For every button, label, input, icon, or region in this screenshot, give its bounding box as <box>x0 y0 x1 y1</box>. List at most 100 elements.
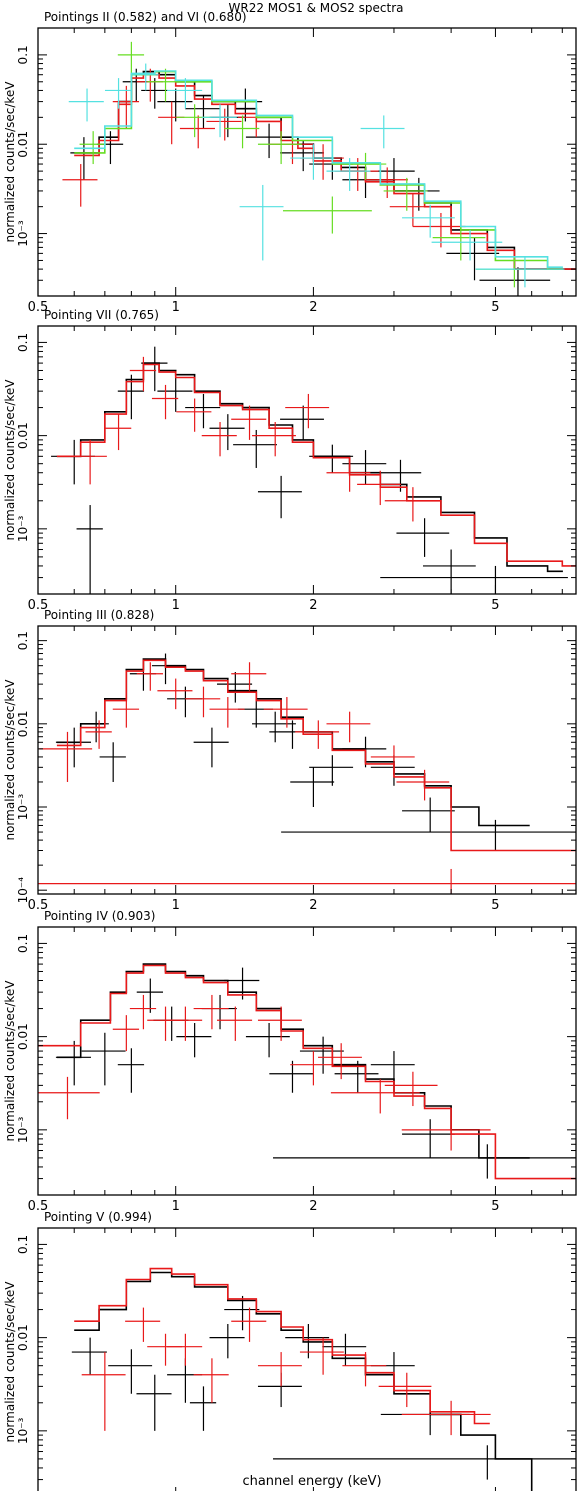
data-point <box>209 414 245 451</box>
data-point <box>231 662 267 691</box>
data-point <box>224 1295 260 1331</box>
data-point <box>384 487 438 522</box>
model-curve <box>56 363 576 567</box>
data-point <box>167 1358 203 1403</box>
data-point <box>237 697 274 728</box>
data-point <box>295 720 340 749</box>
panel-title: Pointing VII (0.765) <box>44 308 159 322</box>
series-1 <box>70 68 576 296</box>
data-point <box>158 101 185 145</box>
data-point <box>136 978 164 1013</box>
data-point <box>185 686 221 718</box>
y-tick-label: 10⁻⁴ <box>16 877 30 904</box>
data-point <box>112 697 140 728</box>
data-point <box>360 115 405 149</box>
data-point <box>282 196 372 234</box>
data-point <box>342 1352 387 1387</box>
data-point <box>136 1374 172 1431</box>
data-point <box>176 1023 212 1058</box>
data-point <box>330 1079 420 1114</box>
y-tick-label: 10⁻³ <box>16 1116 30 1143</box>
data-point <box>396 518 450 557</box>
data-point <box>185 95 221 129</box>
data-point <box>370 745 415 774</box>
data-point <box>309 755 354 786</box>
series-1 <box>55 653 576 851</box>
x-tick-label: 5 <box>491 300 499 315</box>
y-tick-label: 0.1 <box>16 45 30 64</box>
y-tick-label: 10⁻³ <box>16 515 30 542</box>
data-point <box>201 104 237 138</box>
data-point <box>231 405 267 440</box>
data-point <box>112 85 140 129</box>
y-tick-label: 10⁻³ <box>16 220 30 247</box>
model-curve <box>56 362 563 573</box>
model-curve <box>74 1267 490 1425</box>
model-curve <box>56 658 530 827</box>
data-point <box>55 1040 91 1086</box>
data-point <box>285 393 330 429</box>
data-point <box>402 1119 455 1158</box>
x-tick-label: 1 <box>172 898 180 913</box>
data-point <box>157 377 193 412</box>
y-tick-label: 0.1 <box>16 333 30 352</box>
data-point <box>252 422 296 457</box>
plot-area <box>62 41 576 296</box>
plot-frame <box>37 27 577 297</box>
series-2 <box>74 1267 491 1436</box>
data-point <box>193 994 229 1030</box>
model-curve <box>56 963 530 1159</box>
data-point <box>167 1006 203 1041</box>
x-tick-label: 0.5 <box>28 1199 49 1214</box>
data-point <box>290 1051 335 1086</box>
series-2 <box>38 659 576 894</box>
x-tick-label: 2 <box>309 1199 317 1214</box>
data-point <box>147 1333 183 1366</box>
data-point <box>129 356 157 392</box>
data-point <box>206 108 242 141</box>
model-curve <box>56 659 576 852</box>
x-tick-label: 2 <box>309 898 317 913</box>
data-point <box>342 736 387 768</box>
data-point <box>431 229 503 261</box>
data-point <box>71 439 107 485</box>
data-point <box>217 671 253 703</box>
data-point <box>290 767 335 808</box>
data-point <box>280 405 324 440</box>
panel-3: Pointing III (0.828) normalized counts/se… <box>3 608 577 913</box>
data-point <box>209 1324 245 1359</box>
data-point <box>257 1006 302 1041</box>
data-point <box>326 459 371 492</box>
data-point <box>322 1333 367 1366</box>
data-point <box>179 115 215 149</box>
data-point <box>231 1307 267 1342</box>
data-point <box>176 398 212 432</box>
plot-area <box>51 346 576 594</box>
data-point <box>71 1337 107 1375</box>
series-4 <box>68 63 565 288</box>
data-point <box>370 1352 415 1387</box>
data-point <box>117 1048 145 1093</box>
panel-1: Pointings II (0.582) and VI (0.680) norma… <box>3 10 577 315</box>
data-point <box>280 140 324 172</box>
data-point <box>326 711 371 743</box>
series-2 <box>38 964 576 1180</box>
data-point <box>153 1006 189 1041</box>
data-point <box>380 1400 470 1436</box>
data-point <box>290 144 335 180</box>
y-tick-label: 0.01 <box>16 1324 30 1351</box>
y-axis-label: normalized counts/sec/keV <box>3 980 17 1142</box>
data-point <box>62 164 98 207</box>
panel-5: Pointing V (0.994) normalized counts/sec/… <box>3 1210 577 1491</box>
x-tick-label: 0.5 <box>28 598 49 613</box>
data-point <box>263 697 308 728</box>
data-point <box>38 1076 100 1120</box>
data-point <box>402 204 455 238</box>
data-point <box>245 1023 290 1058</box>
x-tick-label: 2 <box>309 598 317 613</box>
plot-area <box>38 963 576 1180</box>
x-tick-label: 1 <box>172 598 180 613</box>
data-point <box>185 393 221 429</box>
data-point <box>85 720 112 749</box>
y-tick-label: 0.01 <box>16 1023 30 1050</box>
